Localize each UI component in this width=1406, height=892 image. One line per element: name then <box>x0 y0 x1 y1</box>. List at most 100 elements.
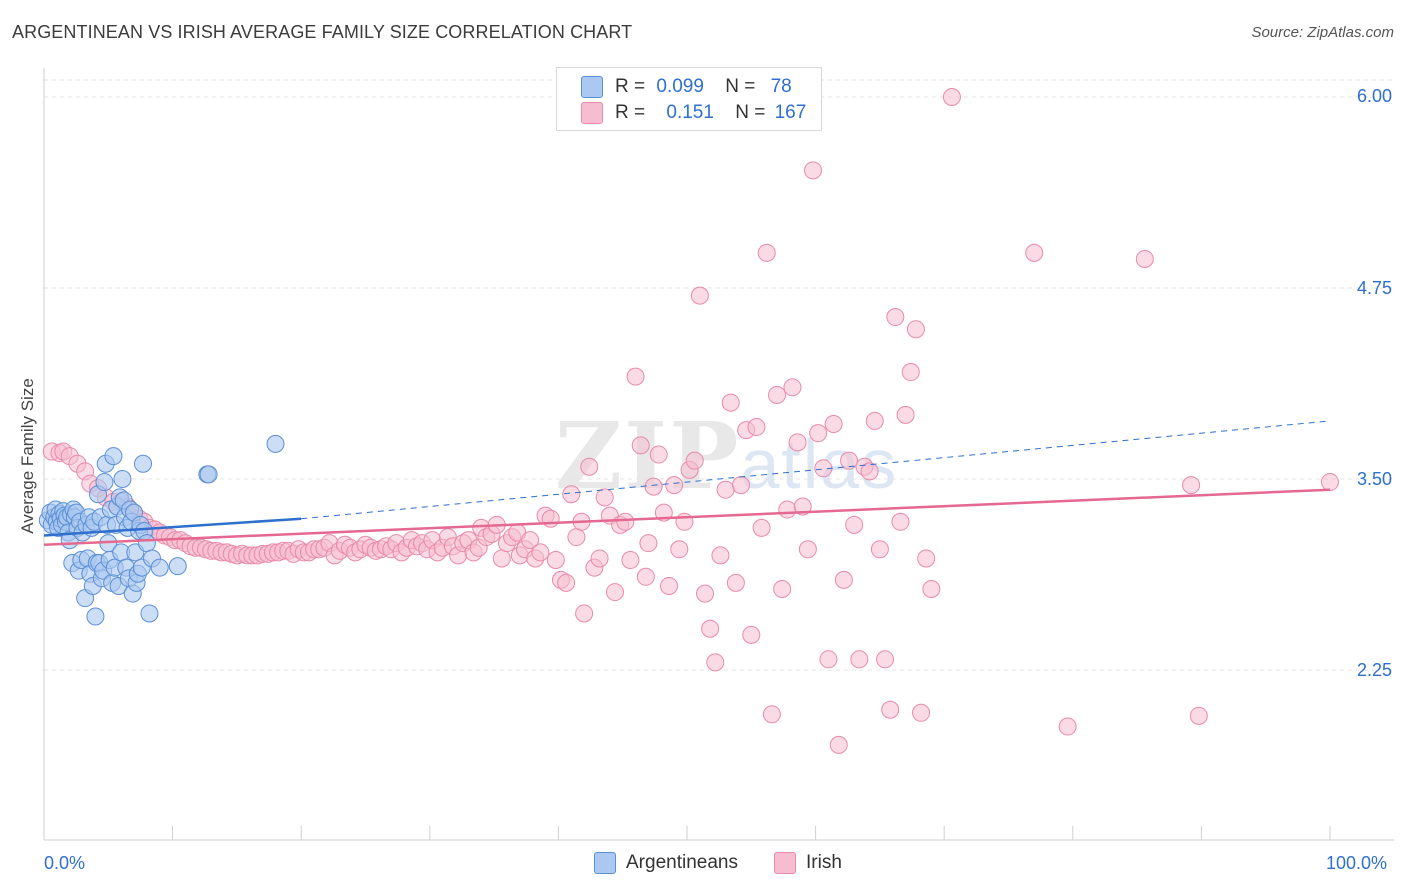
legend-row-irish: R = 0.151 N = 167 <box>581 102 806 126</box>
irish-point <box>798 540 817 559</box>
irish-point <box>901 363 920 382</box>
irish-point <box>706 653 725 672</box>
argentinean-point <box>86 607 105 626</box>
irish-point <box>891 512 910 531</box>
irish-point <box>626 367 645 386</box>
legend-n-label: N = <box>735 102 766 124</box>
irish-point <box>793 497 812 516</box>
irish-point <box>1135 249 1154 268</box>
irish-point <box>804 161 823 180</box>
swatch-irish <box>774 852 796 874</box>
argentinean-point <box>199 465 218 484</box>
bottom-legend-irish: Irish <box>774 852 842 878</box>
irish-point <box>824 414 843 433</box>
legend-row-argentineans: R = 0.099 N = 78 <box>581 76 792 100</box>
legend-r-label: R = <box>615 76 646 98</box>
irish-point <box>685 451 704 470</box>
irish-point <box>778 500 797 519</box>
irish-point <box>917 549 936 568</box>
irish-point <box>575 604 594 623</box>
irish-point <box>546 550 565 569</box>
irish-point <box>690 286 709 305</box>
argentineans-trend-line <box>43 517 302 537</box>
legend-n-label: N = <box>725 76 756 98</box>
irish-point <box>1189 706 1208 725</box>
irish-point <box>595 488 614 507</box>
irish-point <box>768 385 787 404</box>
argentinean-point <box>140 604 159 623</box>
trend-lines <box>43 420 1331 546</box>
irish-point <box>896 405 915 424</box>
argentinean-point <box>150 558 169 577</box>
swatch-argentineans <box>594 852 616 874</box>
irish-point <box>1321 473 1339 492</box>
argentineans-trend-extension <box>301 420 1331 520</box>
irish-point <box>752 518 771 537</box>
irish-point <box>922 580 941 599</box>
series-irish <box>42 88 1339 754</box>
grid-lines <box>44 79 1394 671</box>
irish-point <box>726 573 745 592</box>
irish-point <box>492 549 511 568</box>
irish-point <box>834 570 853 589</box>
irish-point <box>721 393 740 412</box>
argentinean-point <box>168 557 187 576</box>
irish-point <box>670 540 689 559</box>
irish-point <box>1058 717 1077 736</box>
irish-point <box>881 700 900 719</box>
irish-point <box>1182 476 1201 495</box>
irish-point <box>906 320 925 339</box>
irish-point <box>649 445 668 464</box>
irish-point <box>631 436 650 455</box>
irish-point <box>942 88 961 106</box>
legend-r-label: R = <box>615 102 646 124</box>
irish-point <box>829 735 848 754</box>
argentinean-point <box>104 447 123 466</box>
chart-title: ARGENTINEAN VS IRISH AVERAGE FAMILY SIZE… <box>12 22 633 42</box>
stats-legend: R = 0.099 N = 78 R = 0.151 N = 167 <box>556 67 822 131</box>
legend-n-value: 167 <box>774 102 807 124</box>
irish-point <box>865 411 884 430</box>
irish-point <box>557 573 576 592</box>
irish-point <box>521 531 540 550</box>
legend-swatch-argentineans <box>581 76 603 98</box>
irish-point <box>773 580 792 599</box>
bottom-legend-argentineans: Argentineans <box>594 852 738 878</box>
irish-point <box>850 650 869 669</box>
argentinean-point <box>134 454 153 473</box>
irish-point <box>562 485 581 504</box>
y-tick-label: 6.00 <box>1356 86 1392 106</box>
irish-point <box>747 418 766 437</box>
irish-point <box>644 477 663 496</box>
irish-point <box>531 543 550 562</box>
irish-point <box>605 583 624 602</box>
series-argentineans <box>38 434 285 626</box>
irish-point <box>840 451 859 470</box>
irish-point <box>742 625 761 644</box>
irish-point <box>639 534 658 553</box>
irish-point <box>701 619 720 638</box>
legend-label-irish: Irish <box>806 852 842 874</box>
irish-point <box>788 433 807 452</box>
irish-point <box>886 308 905 327</box>
legend-r-value: 0.151 <box>666 102 714 124</box>
legend-r-value: 0.099 <box>656 76 704 98</box>
irish-point <box>762 705 781 724</box>
irish-point <box>819 650 838 669</box>
irish-point <box>716 480 735 499</box>
irish-point <box>876 650 895 669</box>
irish-point <box>659 576 678 595</box>
argentinean-point <box>137 534 156 553</box>
argentinean-point <box>113 470 132 488</box>
irish-point <box>567 528 586 547</box>
irish-point <box>809 424 828 443</box>
axes <box>43 68 1394 841</box>
x-tick-label-min: 0.0% <box>44 853 86 873</box>
irish-point <box>870 540 889 559</box>
y-tick-label: 4.75 <box>1356 278 1392 298</box>
irish-point <box>590 549 609 568</box>
y-tick-label: 3.50 <box>1356 469 1392 489</box>
argentinean-point <box>95 473 114 492</box>
irish-point <box>621 550 640 569</box>
